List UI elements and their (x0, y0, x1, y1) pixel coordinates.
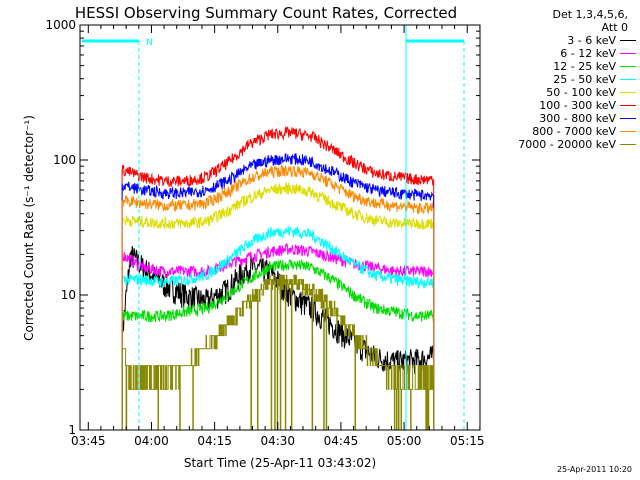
legend-entry: 800 - 7000 keV (476, 125, 636, 138)
legend-header-line2: Att 0 (601, 21, 628, 34)
legend-entry: 3 - 6 keV (476, 34, 636, 47)
legend-label: 100 - 300 keV (539, 99, 616, 112)
legend-swatch (620, 79, 636, 80)
saa-night-markers: N (82, 25, 465, 430)
legend-label: 50 - 100 keV (546, 86, 616, 99)
series-line-800-7000-kev (121, 164, 434, 215)
night-marker-label: N (146, 38, 153, 48)
x-tick-label: 04:15 (197, 434, 232, 448)
y-axis-label: Corrected Count Rate (s⁻¹ detector⁻¹) (22, 115, 36, 341)
series-line-6-12-kev (121, 242, 434, 278)
x-axis-label: Start Time (25-Apr-11 03:43:02) (184, 456, 376, 470)
legend-header-line1: Det 1,3,4,5,6, (552, 8, 628, 21)
legend-entry: 50 - 100 keV (476, 86, 636, 99)
legend-swatch (620, 131, 636, 132)
legend-entry: 25 - 50 keV (476, 73, 636, 86)
legend-swatch (620, 66, 636, 67)
y-tick-label: 1000 (45, 18, 76, 32)
legend-label: 12 - 25 keV (553, 60, 616, 73)
plot-frame (79, 24, 481, 431)
y-axis: 1 10 100 1000 (45, 18, 480, 437)
x-tick-label: 05:15 (450, 434, 485, 448)
legend-entry: 6 - 12 keV (476, 47, 636, 60)
y-tick-label: 100 (53, 153, 76, 167)
series-line-50-100-kev (121, 181, 434, 230)
series-line-25-50-kev (121, 226, 434, 290)
x-tick-label: 03:45 (71, 434, 106, 448)
legend-label: 25 - 50 keV (553, 73, 616, 86)
x-axis: 03:45 04:00 04:15 04:30 04:45 05:00 05:15 (71, 25, 485, 448)
series-line-3-6-kev (121, 246, 434, 376)
series-line-7000-20000-kev (122, 274, 434, 431)
legend-entry: 7000 - 20000 keV (476, 138, 636, 151)
legend-swatch (620, 118, 636, 119)
legend-swatch (620, 92, 636, 93)
legend-swatch (620, 144, 636, 145)
legend-swatch (620, 105, 636, 106)
chart-title: HESSI Observing Summary Count Rates, Cor… (75, 4, 457, 22)
x-tick-label: 04:45 (324, 434, 359, 448)
legend-label: 7000 - 20000 keV (518, 138, 616, 151)
legend-label: 6 - 12 keV (560, 47, 616, 60)
y-tick-label: 1 (68, 423, 76, 437)
series-line-300-800-kev (121, 153, 434, 202)
legend-entry: 12 - 25 keV (476, 60, 636, 73)
x-tick-label: 05:00 (387, 434, 422, 448)
x-tick-label: 04:00 (134, 434, 169, 448)
x-tick-label: 04:30 (260, 434, 295, 448)
timestamp: 25-Apr-2011 10:20 (556, 465, 632, 474)
legend: Det 1,3,4,5,6, Att 0 3 - 6 keV 6 - 12 keV… (476, 8, 636, 151)
legend-label: 800 - 7000 keV (532, 125, 616, 138)
legend-entry: 300 - 800 keV (476, 112, 636, 125)
series-lines (121, 125, 435, 431)
series-line-100-300-kev (121, 125, 434, 188)
legend-entry: 100 - 300 keV (476, 99, 636, 112)
legend-entries: 3 - 6 keV 6 - 12 keV 12 - 25 keV 25 - 50 ke… (476, 34, 636, 151)
legend-swatch (620, 53, 636, 54)
y-tick-label: 10 (61, 288, 76, 302)
legend-label: 300 - 800 keV (539, 112, 616, 125)
series-line-12-25-kev (121, 258, 434, 323)
legend-label: 3 - 6 keV (567, 34, 616, 47)
legend-swatch (620, 40, 636, 41)
